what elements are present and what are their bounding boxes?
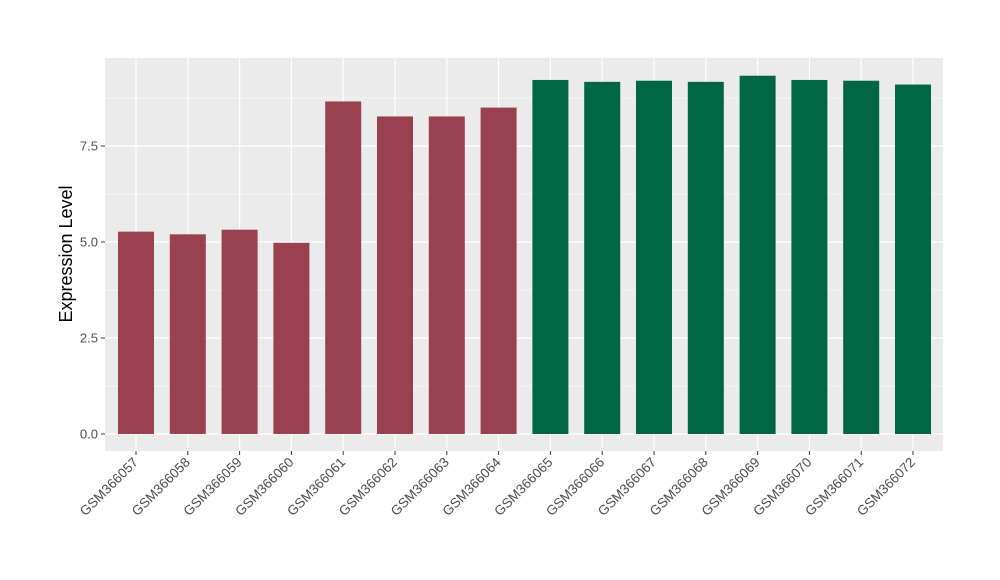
bar-GSM366071: [843, 80, 880, 434]
bar-GSM366057: [118, 231, 154, 434]
bar-GSM366059: [221, 229, 258, 434]
y-tick-label: 5.0: [80, 235, 98, 250]
bar-GSM366064: [480, 107, 517, 434]
bar-GSM366065: [532, 79, 569, 435]
bar-GSM366068: [687, 81, 724, 434]
bar-GSM366066: [584, 81, 621, 434]
bar-GSM366072: [895, 84, 931, 434]
bar-GSM366062: [377, 116, 413, 434]
y-tick-label: 7.5: [80, 139, 98, 154]
bar-GSM366060: [273, 242, 310, 434]
bar-GSM366067: [636, 80, 672, 434]
x-axis: GSM366057GSM366058GSM366059GSM366060GSM3…: [77, 451, 918, 519]
bar-GSM366061: [325, 101, 362, 435]
y-axis-title: Expression Level: [56, 185, 76, 322]
bar-GSM366069: [739, 75, 776, 434]
y-tick-label: 0.0: [80, 427, 98, 442]
bar-GSM366058: [169, 234, 206, 434]
y-tick-label: 2.5: [80, 331, 98, 346]
bar-GSM366063: [428, 116, 465, 434]
bars: [118, 75, 931, 435]
bar-GSM366070: [791, 79, 828, 435]
y-axis: 0.0 2.5 5.0 7.5: [80, 139, 105, 442]
